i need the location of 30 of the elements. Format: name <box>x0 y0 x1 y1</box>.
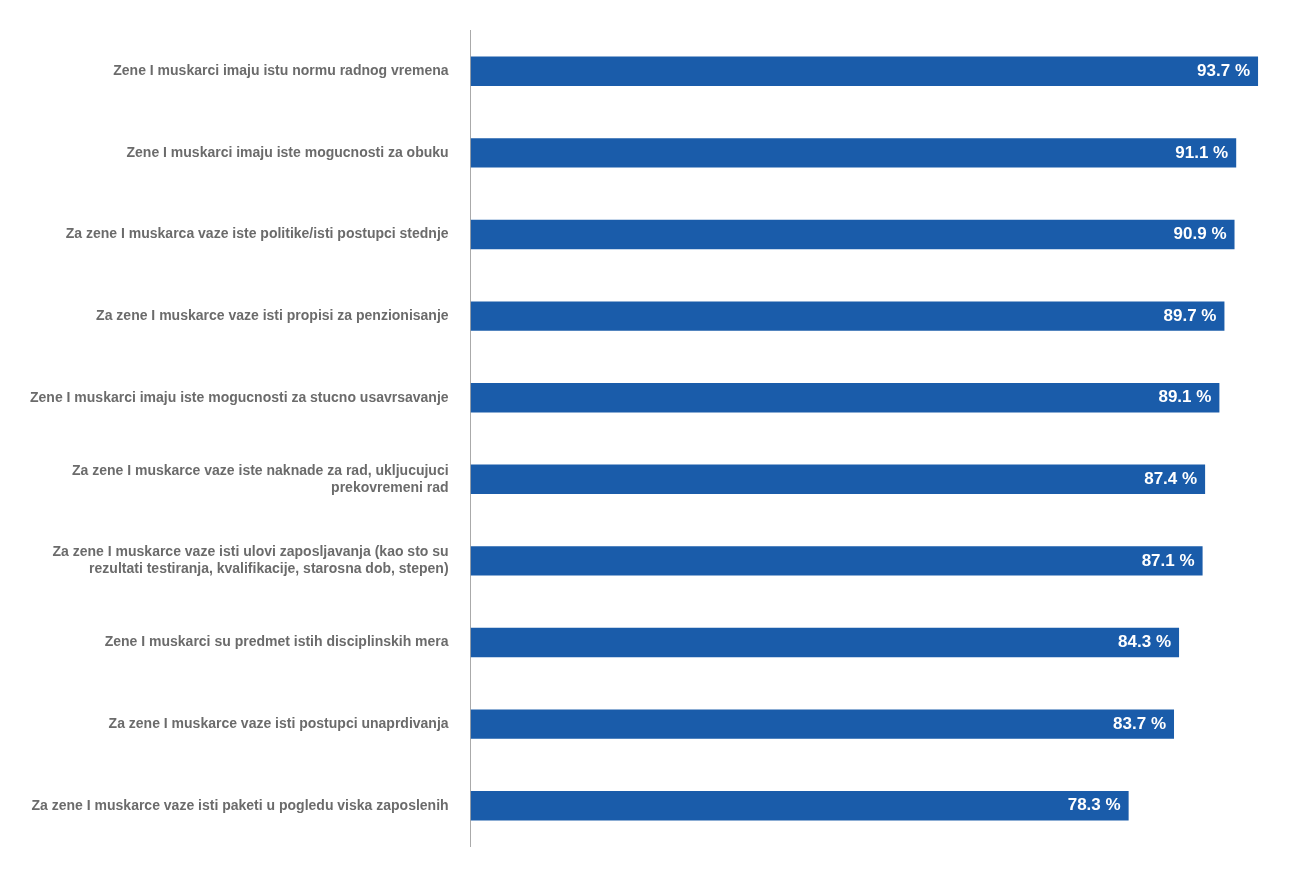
bar <box>470 56 1259 86</box>
bar <box>470 301 1225 331</box>
bar <box>470 709 1175 739</box>
data-label: 89.1 % <box>1158 387 1212 407</box>
bar <box>470 383 1220 413</box>
data-label: 87.4 % <box>1144 469 1198 488</box>
y-tick-label: Zene I muskarci imaju istu normu radnog vremena <box>113 62 449 79</box>
bar <box>470 464 1206 494</box>
data-label: 91.1 % <box>1175 142 1229 162</box>
y-tick-label: Za zene I muskarca vaze iste politike/isti postupci stednje <box>65 225 449 242</box>
bar <box>470 791 1129 821</box>
data-label: 84.3 % <box>1118 632 1172 652</box>
bar <box>470 546 1203 576</box>
data-label: 78.3 % <box>1067 795 1121 815</box>
y-tick-label: Zene I muskarci imaju iste mogucnosti za stucno usavrsavanje <box>30 388 449 405</box>
bar <box>470 219 1235 250</box>
y-tick-label: Zene I muskarci imaju iste mogucnosti za obuku <box>126 143 449 160</box>
y-tick-label: Za zene I muskarce vaze isti paketi u pogledu viska zaposlenih <box>31 796 449 813</box>
data-label: 83.7 % <box>1113 713 1167 733</box>
bar <box>470 627 1180 658</box>
data-label: 93.7 % <box>1197 60 1251 80</box>
y-tick-label: Za zene I muskarce vaze iste naknade za rad, ukljucujuci prekovremeni rad <box>71 461 449 495</box>
y-tick-label: Zene I muskarci su predmet istih disciplinskih mera <box>104 633 449 650</box>
bar <box>470 138 1237 168</box>
y-tick-label: Za zene I muskarce vaze isti propisi za penzionisanje <box>96 306 449 323</box>
data-label: 89.7 % <box>1163 305 1217 325</box>
y-tick-label: Za zene I muskarce vaze isti ulovi zaposljavanja (kao sto su rezultati testiranja, kvalifikacije, starosna dob, stepen) <box>52 543 449 577</box>
y-tick-label: Za zene I muskarce vaze isti postupci unaprdivanja <box>108 715 449 732</box>
data-label: 87.1 % <box>1141 550 1195 570</box>
data-label: 90.9 % <box>1173 224 1227 244</box>
